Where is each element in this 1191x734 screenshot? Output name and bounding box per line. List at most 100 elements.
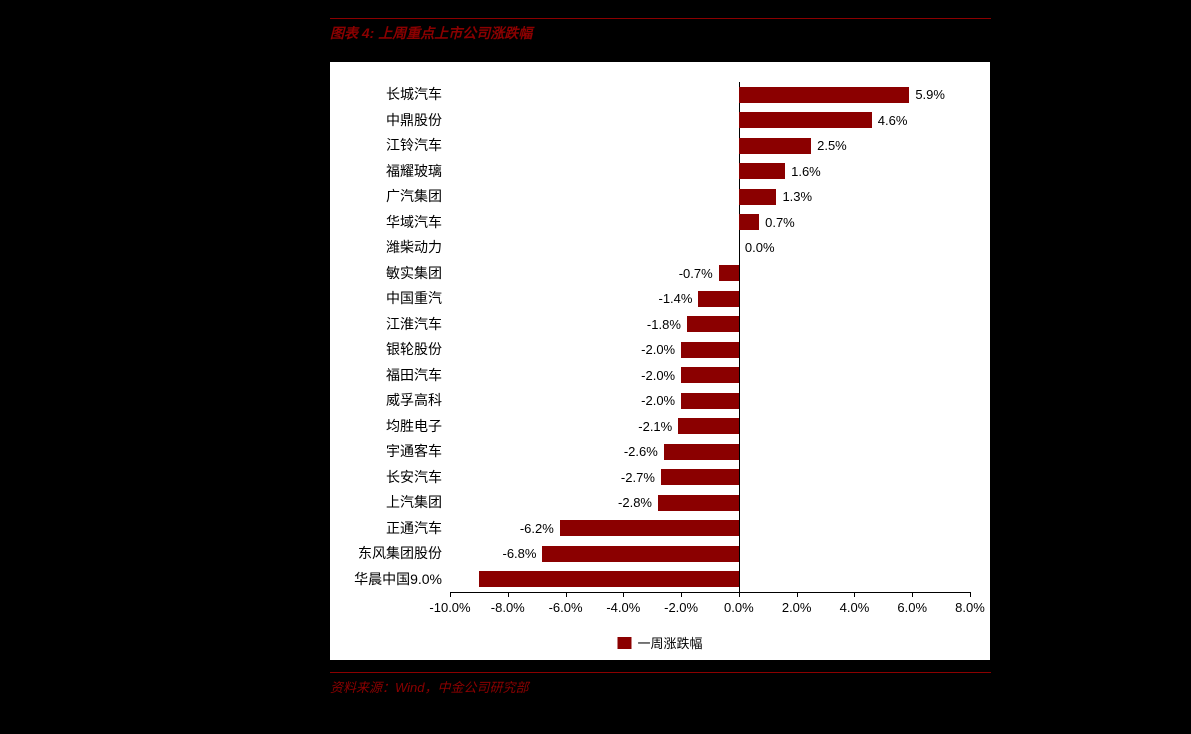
bar-row: 广汽集团1.3% — [450, 184, 970, 210]
bar-row: 潍柴动力0.0% — [450, 235, 970, 261]
bar — [542, 546, 738, 562]
bar-row: 敏实集团-0.7% — [450, 261, 970, 287]
bar — [739, 214, 759, 230]
x-tick — [854, 592, 855, 597]
bar — [664, 444, 739, 460]
value-label: 0.0% — [745, 235, 775, 261]
bar-row: 华域汽车0.7% — [450, 210, 970, 236]
bar-row: 江淮汽车-1.8% — [450, 312, 970, 338]
source-text: 资料来源：Wind，中金公司研究部 — [330, 677, 991, 696]
x-tick — [681, 592, 682, 597]
value-label: -2.7% — [621, 465, 655, 491]
bar-row: 中鼎股份4.6% — [450, 108, 970, 134]
x-tick-label: 6.0% — [897, 600, 927, 615]
category-label: 华晨中国9.0% — [322, 567, 442, 593]
bar-row: 长城汽车5.9% — [450, 82, 970, 108]
value-label: 2.5% — [817, 133, 847, 159]
x-tick — [623, 592, 624, 597]
bar-row: 东风集团股份-6.8% — [450, 541, 970, 567]
bar-row: 银轮股份-2.0% — [450, 337, 970, 363]
x-tick — [912, 592, 913, 597]
bar-row: 威孚高科-2.0% — [450, 388, 970, 414]
x-tick-label: -2.0% — [664, 600, 698, 615]
bar — [739, 112, 872, 128]
x-tick — [450, 592, 451, 597]
x-tick-label: 2.0% — [782, 600, 812, 615]
category-label: 潍柴动力 — [322, 235, 442, 261]
x-tick-label: -10.0% — [429, 600, 470, 615]
bar-row: 中国重汽-1.4% — [450, 286, 970, 312]
bar-row: 上汽集团-2.8% — [450, 490, 970, 516]
x-tick — [566, 592, 567, 597]
chart-legend: 一周涨跌幅 — [617, 633, 702, 652]
x-tick-label: -4.0% — [606, 600, 640, 615]
value-label: -1.8% — [647, 312, 681, 338]
bar — [698, 291, 738, 307]
bar — [681, 393, 739, 409]
value-label: -2.6% — [624, 439, 658, 465]
category-label: 均胜电子 — [322, 414, 442, 440]
value-label: -6.8% — [502, 541, 536, 567]
category-label: 东风集团股份 — [322, 541, 442, 567]
category-label: 敏实集团 — [322, 261, 442, 287]
bar — [687, 316, 739, 332]
category-label: 中鼎股份 — [322, 108, 442, 134]
bar — [739, 163, 785, 179]
bar — [658, 495, 739, 511]
bar — [739, 138, 811, 154]
bar-row: 福耀玻璃1.6% — [450, 159, 970, 185]
bar — [661, 469, 739, 485]
category-label: 江铃汽车 — [322, 133, 442, 159]
x-tick — [970, 592, 971, 597]
footer-rule — [330, 672, 991, 673]
legend-label: 一周涨跌幅 — [637, 633, 702, 652]
bar — [479, 571, 739, 587]
chart-header: 图表 4: 上周重点上市公司涨跌幅 — [330, 18, 991, 43]
x-tick-label: 0.0% — [724, 600, 754, 615]
category-label: 福耀玻璃 — [322, 159, 442, 185]
category-label: 江淮汽车 — [322, 312, 442, 338]
x-tick-label: -6.0% — [549, 600, 583, 615]
bar — [681, 342, 739, 358]
bar-row: 正通汽车-6.2% — [450, 516, 970, 542]
bar — [560, 520, 739, 536]
value-label: -2.1% — [638, 414, 672, 440]
bar — [739, 87, 909, 103]
value-label: -2.0% — [641, 337, 675, 363]
value-label: -1.4% — [658, 286, 692, 312]
chart-panel: 长城汽车5.9%中鼎股份4.6%江铃汽车2.5%福耀玻璃1.6%广汽集团1.3%… — [330, 62, 990, 660]
plot-area: 长城汽车5.9%中鼎股份4.6%江铃汽车2.5%福耀玻璃1.6%广汽集团1.3%… — [450, 82, 970, 592]
category-label: 长安汽车 — [322, 465, 442, 491]
value-label: 1.3% — [782, 184, 812, 210]
bar-row: 江铃汽车2.5% — [450, 133, 970, 159]
bar — [678, 418, 739, 434]
category-label: 广汽集团 — [322, 184, 442, 210]
category-label: 宇通客车 — [322, 439, 442, 465]
x-tick-label: -8.0% — [491, 600, 525, 615]
x-tick — [739, 592, 740, 597]
value-label: -2.8% — [618, 490, 652, 516]
value-label: -2.0% — [641, 363, 675, 389]
value-label: -2.0% — [641, 388, 675, 414]
category-label: 银轮股份 — [322, 337, 442, 363]
bar — [681, 367, 739, 383]
chart-footer: 资料来源：Wind，中金公司研究部 — [330, 672, 991, 696]
bar-row: 华晨中国9.0%9.0% — [450, 567, 970, 593]
bar-row: 长安汽车-2.7% — [450, 465, 970, 491]
x-tick-label: 8.0% — [955, 600, 985, 615]
legend-swatch — [617, 637, 631, 649]
x-tick — [797, 592, 798, 597]
bar-row: 宇通客车-2.6% — [450, 439, 970, 465]
category-label: 上汽集团 — [322, 490, 442, 516]
category-label: 福田汽车 — [322, 363, 442, 389]
value-label: -6.2% — [520, 516, 554, 542]
category-label: 长城汽车 — [322, 82, 442, 108]
header-rule — [330, 18, 991, 19]
value-label: 5.9% — [915, 82, 945, 108]
x-tick — [508, 592, 509, 597]
category-label: 华域汽车 — [322, 210, 442, 236]
value-label: -0.7% — [679, 261, 713, 287]
bar — [719, 265, 739, 281]
value-label: 0.7% — [765, 210, 795, 236]
category-label: 中国重汽 — [322, 286, 442, 312]
